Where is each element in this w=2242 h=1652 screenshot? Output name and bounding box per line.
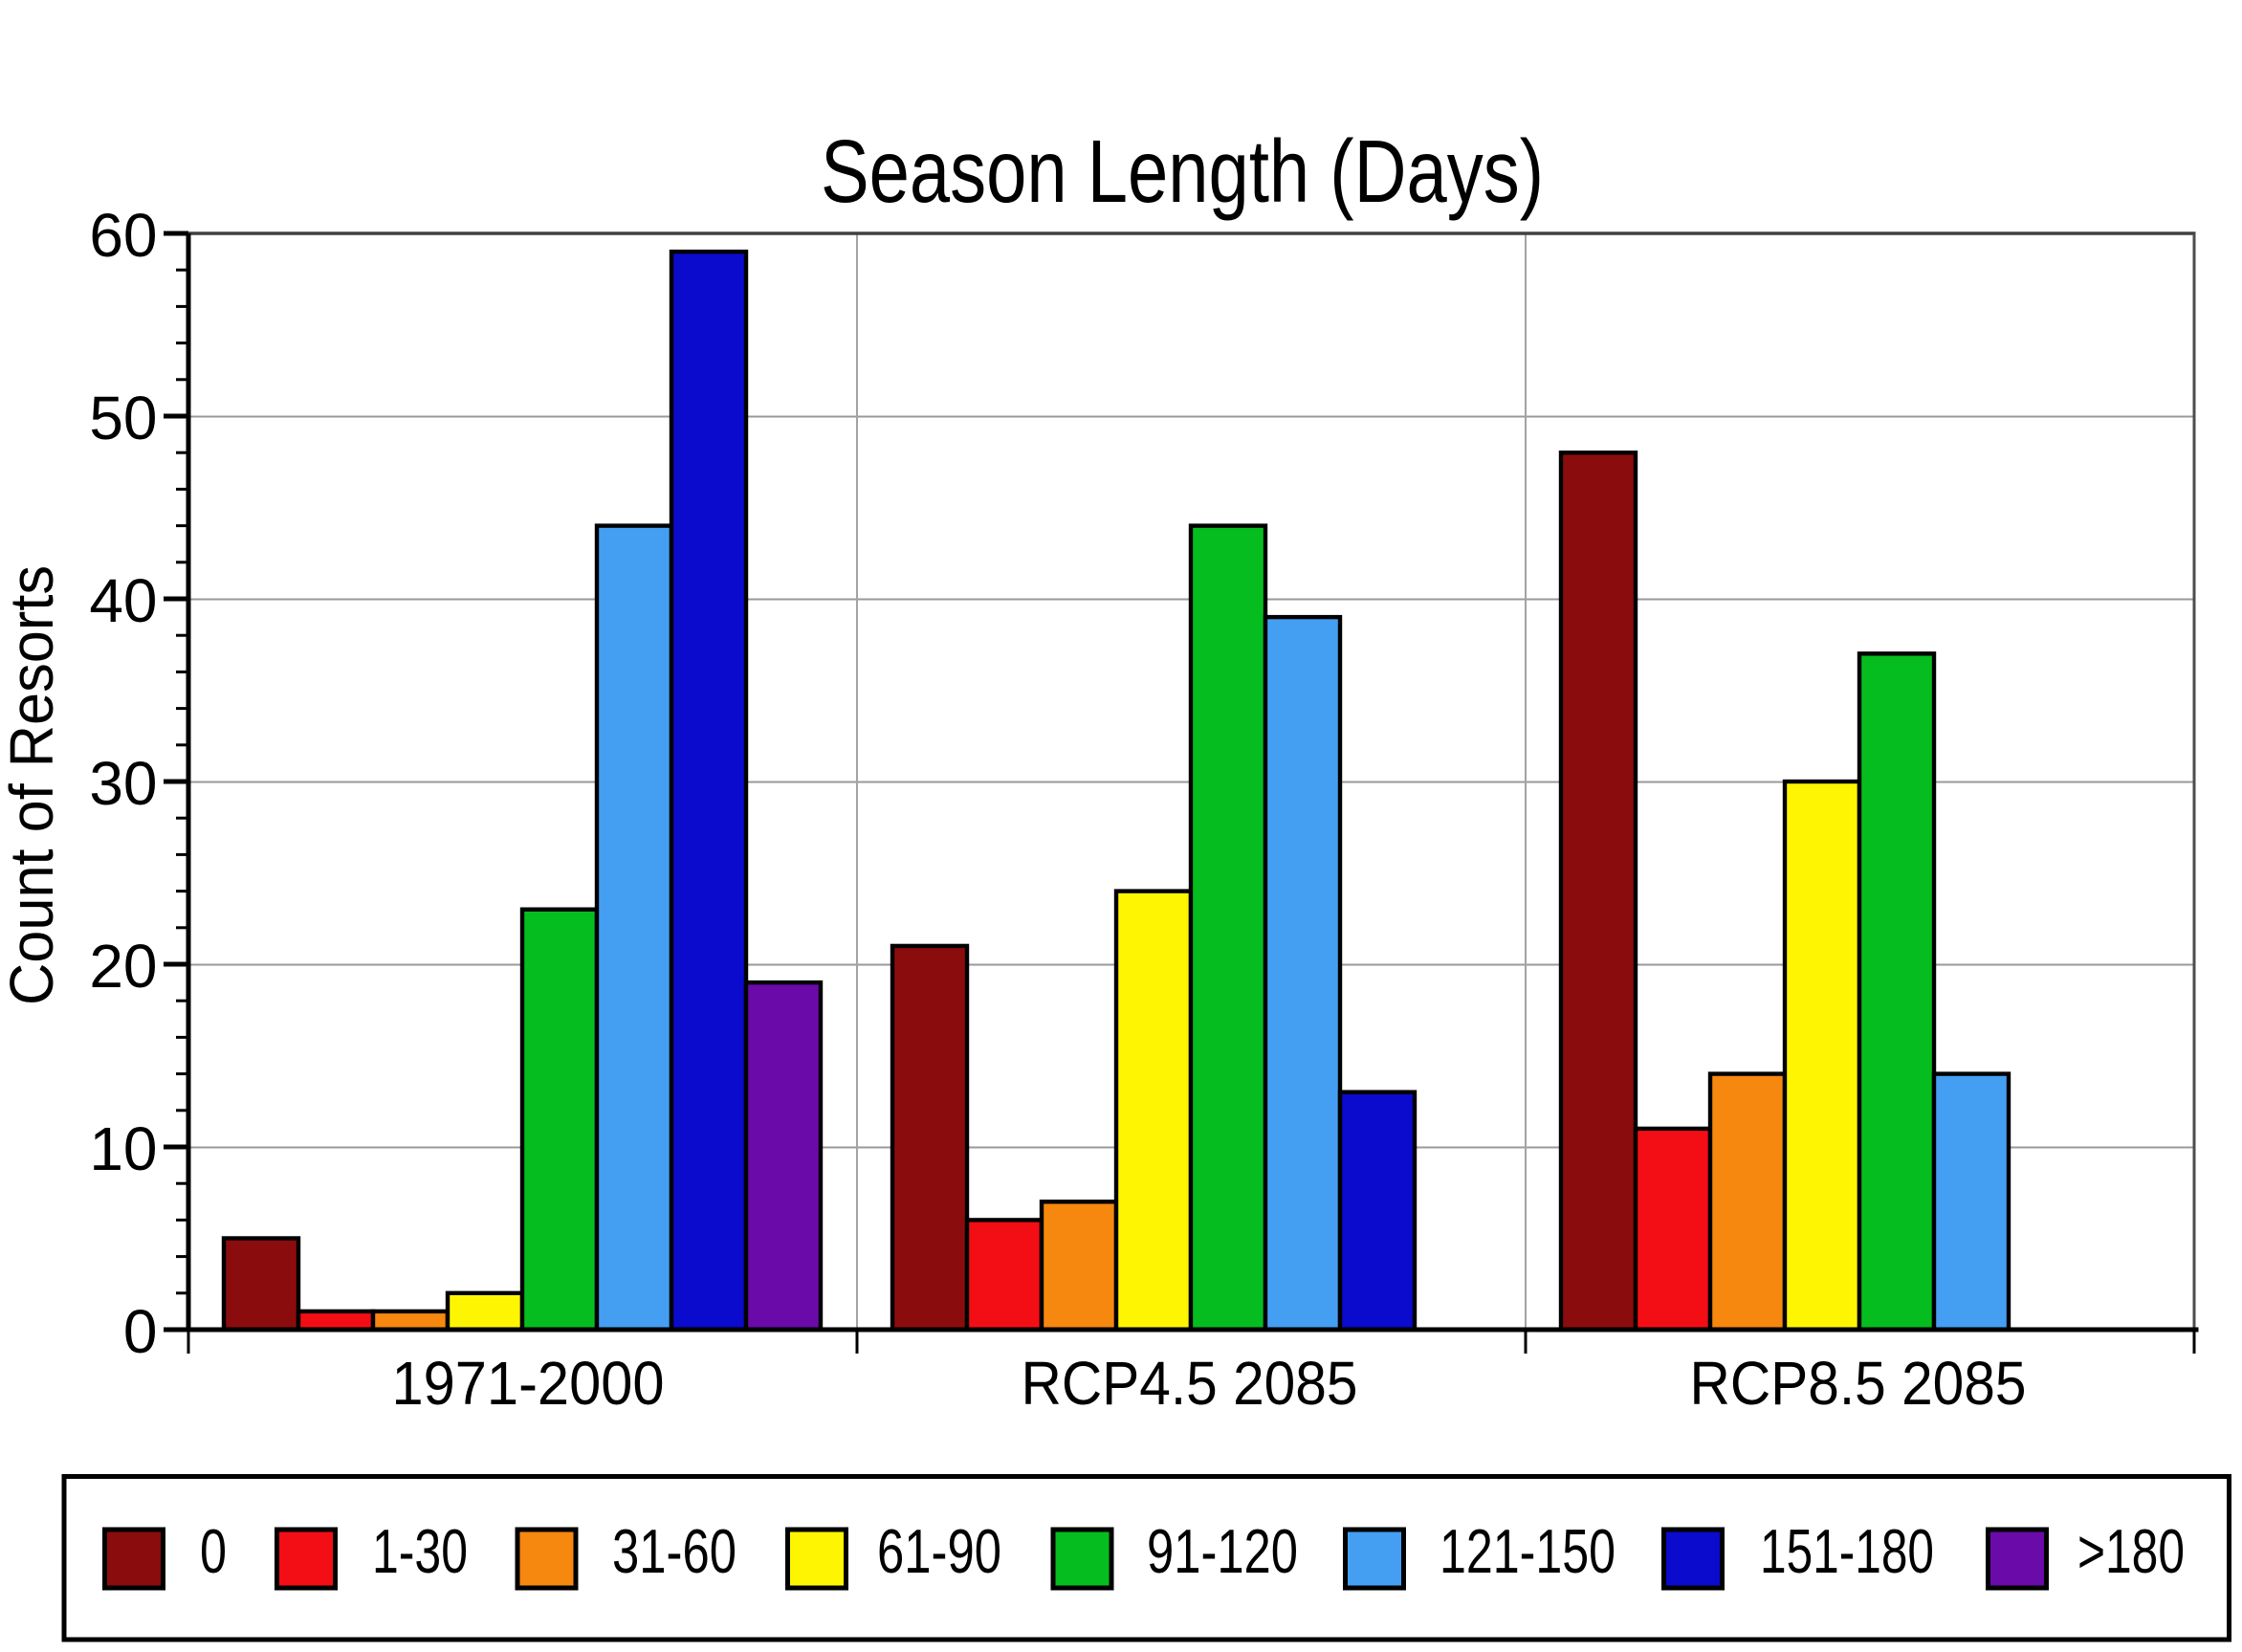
svg-text:151-180: 151-180 (1760, 1516, 1934, 1586)
svg-text:20: 20 (89, 932, 157, 1001)
svg-text:31-60: 31-60 (612, 1516, 736, 1586)
svg-text:RCP4.5 2085: RCP4.5 2085 (1022, 1349, 1358, 1418)
svg-text:0: 0 (200, 1516, 227, 1586)
svg-text:Season Length (Days): Season Length (Days) (821, 121, 1544, 221)
svg-text:50: 50 (89, 384, 157, 452)
svg-text:61-90: 61-90 (877, 1516, 1001, 1586)
svg-text:Count of Resorts: Count of Resorts (0, 565, 66, 1005)
svg-text:40: 40 (89, 566, 157, 635)
svg-text:1971-2000: 1971-2000 (392, 1349, 665, 1418)
svg-text:>180: >180 (2077, 1516, 2185, 1586)
svg-text:30: 30 (89, 749, 157, 818)
svg-text:10: 10 (89, 1114, 157, 1183)
svg-text:91-120: 91-120 (1147, 1516, 1298, 1586)
svg-text:60: 60 (89, 201, 157, 270)
svg-text:0: 0 (123, 1297, 158, 1366)
svg-text:RCP8.5 2085: RCP8.5 2085 (1690, 1349, 2027, 1418)
svg-text:1-30: 1-30 (372, 1516, 468, 1586)
svg-text:121-150: 121-150 (1440, 1516, 1616, 1586)
